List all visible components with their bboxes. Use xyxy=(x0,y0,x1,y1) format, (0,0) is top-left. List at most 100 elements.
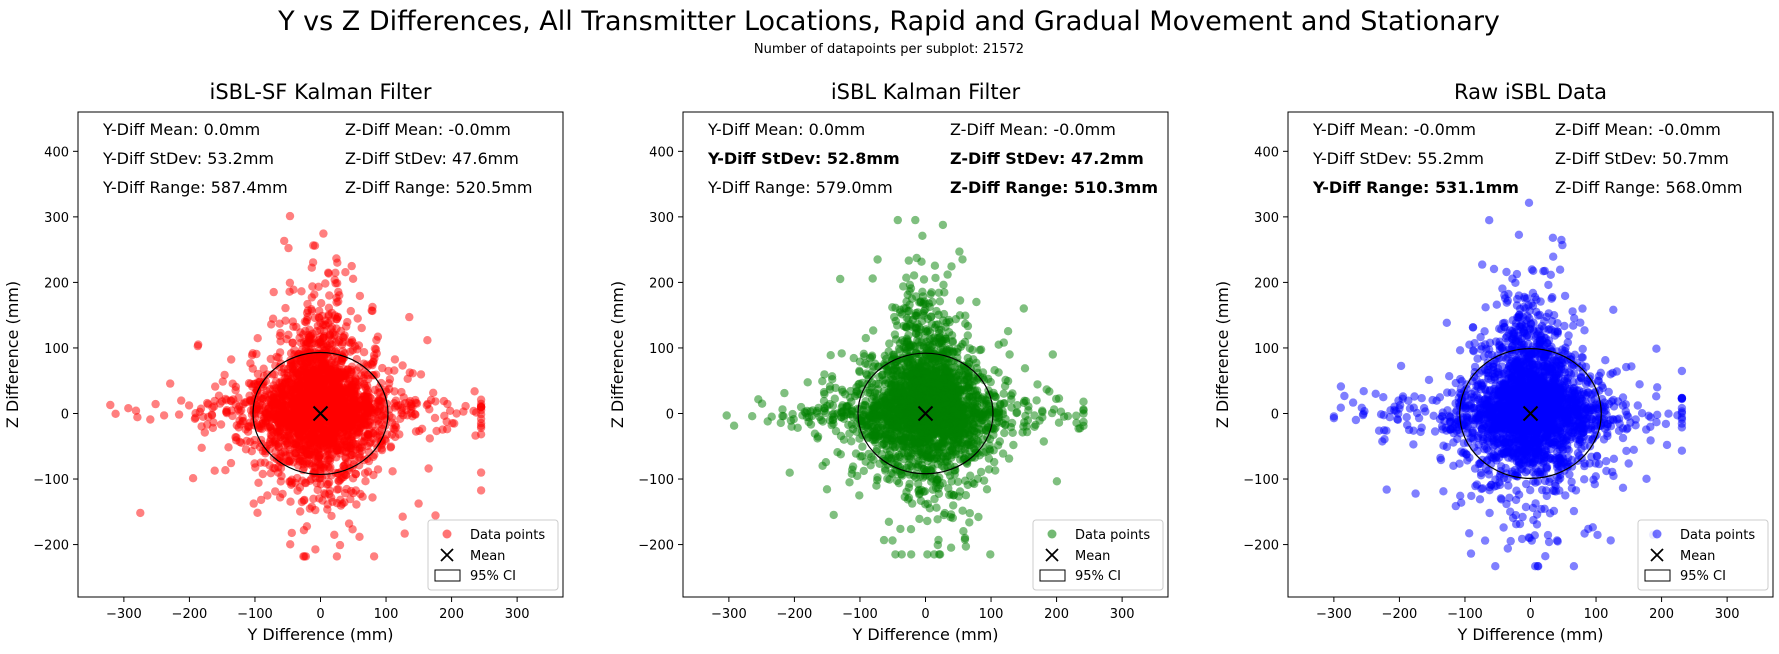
data-point xyxy=(879,535,889,545)
data-point xyxy=(934,310,943,319)
data-point xyxy=(918,287,927,296)
data-point xyxy=(439,396,449,406)
data-point xyxy=(305,373,315,382)
data-point xyxy=(873,255,882,264)
data-point xyxy=(999,389,1008,398)
data-point xyxy=(124,404,133,413)
data-point xyxy=(923,550,932,559)
data-point xyxy=(299,552,308,561)
data-point xyxy=(285,278,295,287)
data-point xyxy=(111,409,120,418)
data-point xyxy=(1005,350,1014,359)
data-point xyxy=(355,291,365,301)
data-point xyxy=(339,417,349,426)
x-tick-label: 100 xyxy=(374,607,399,622)
data-point xyxy=(355,402,364,411)
data-point xyxy=(320,320,329,329)
stat-text: Z-Diff Range: 520.5mm xyxy=(345,178,533,197)
data-point xyxy=(159,411,169,420)
data-point xyxy=(253,369,263,379)
data-point xyxy=(321,279,330,288)
data-point xyxy=(400,529,409,538)
data-point xyxy=(331,399,341,408)
data-point xyxy=(869,326,878,335)
data-point xyxy=(965,518,974,527)
data-point xyxy=(301,396,310,405)
data-point xyxy=(902,313,911,323)
data-point xyxy=(236,420,245,429)
data-point xyxy=(933,320,943,329)
data-point xyxy=(278,489,287,499)
data-point xyxy=(285,418,294,427)
data-point xyxy=(368,493,377,502)
data-point xyxy=(297,287,306,296)
data-point xyxy=(914,479,923,489)
data-point xyxy=(431,397,440,406)
data-point xyxy=(829,510,838,520)
data-point xyxy=(303,306,313,315)
data-point xyxy=(748,412,757,421)
data-point xyxy=(106,400,115,410)
data-point xyxy=(341,372,350,381)
data-point xyxy=(278,422,288,432)
data-point xyxy=(327,511,336,521)
data-point xyxy=(793,423,802,432)
y-axis-label: Z Difference (mm) xyxy=(3,281,22,428)
data-point xyxy=(392,401,401,411)
data-point xyxy=(136,508,145,518)
data-point xyxy=(332,552,342,561)
data-point xyxy=(367,306,376,315)
data-point xyxy=(238,413,247,422)
data-point xyxy=(1004,454,1014,463)
data-point xyxy=(276,449,285,459)
data-point xyxy=(844,420,853,430)
data-point xyxy=(254,478,263,487)
data-point xyxy=(982,485,992,494)
data-point xyxy=(373,465,383,474)
data-point xyxy=(788,409,797,419)
suptitle: Y vs Z Differences, All Transmitter Loca… xyxy=(277,6,1500,37)
data-point xyxy=(969,355,978,364)
data-point xyxy=(303,299,312,309)
data-point xyxy=(370,450,379,459)
data-point xyxy=(296,507,305,516)
data-point xyxy=(216,420,226,429)
data-point xyxy=(258,469,267,479)
data-point xyxy=(875,372,884,382)
data-point xyxy=(918,231,927,240)
data-point xyxy=(729,421,739,430)
data-point xyxy=(890,312,899,322)
data-point xyxy=(331,268,340,277)
data-point xyxy=(986,377,995,387)
data-point xyxy=(780,388,789,398)
data-point xyxy=(317,434,326,443)
data-point xyxy=(470,387,479,396)
data-point xyxy=(322,440,332,449)
y-tick-label: −200 xyxy=(33,539,69,554)
data-point xyxy=(352,439,361,449)
data-point xyxy=(888,441,898,451)
data-point xyxy=(339,333,348,342)
data-point xyxy=(259,364,268,373)
data-point xyxy=(302,522,312,531)
data-point xyxy=(958,255,967,264)
data-point xyxy=(262,409,272,418)
data-point xyxy=(896,524,905,534)
data-point xyxy=(322,470,331,480)
data-point xyxy=(893,215,902,225)
data-point xyxy=(348,338,357,347)
data-point xyxy=(904,256,913,265)
data-point xyxy=(252,349,261,359)
data-point xyxy=(292,395,301,404)
subplot-title: iSBL-SF Kalman Filter xyxy=(210,80,432,104)
data-point xyxy=(197,422,206,431)
data-point xyxy=(947,490,956,499)
data-point xyxy=(316,480,325,489)
data-point xyxy=(360,469,370,478)
data-point xyxy=(313,414,322,424)
data-point xyxy=(382,399,391,408)
data-point xyxy=(985,446,995,455)
data-point xyxy=(311,545,320,554)
data-point xyxy=(930,261,940,270)
data-point xyxy=(151,399,160,409)
